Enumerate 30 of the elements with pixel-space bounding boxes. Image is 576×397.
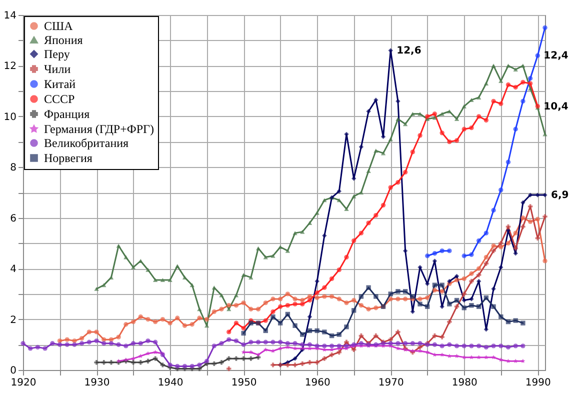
y-tick-label: 0: [10, 366, 16, 376]
x-tick-label: 1950: [231, 378, 257, 388]
x-tick-label: 1920: [10, 378, 36, 388]
annotation: 10,4: [544, 101, 568, 112]
y-tick-label: 2: [10, 314, 16, 326]
legend-label: США: [44, 19, 74, 33]
annotation: 6,9: [551, 190, 569, 202]
legend-label: Япония: [44, 33, 84, 47]
legend-label: Китай: [44, 77, 76, 91]
legend-label: Чили: [44, 62, 72, 76]
x-tick-label: 1930: [84, 378, 110, 388]
x-tick-label: 1970: [378, 378, 404, 388]
y-tick-label: 12: [4, 61, 16, 72]
y-tick-label: 8: [10, 162, 16, 174]
x-tick-label: 1990: [525, 378, 551, 388]
legend-label: Франция: [44, 107, 90, 121]
annotation: 12,4: [544, 50, 568, 62]
legend-label: Великобритания: [44, 136, 130, 150]
legend-label: Перу: [44, 47, 70, 61]
x-tick-label: 1980: [452, 378, 478, 388]
legend-label: Германия (ГДР+ФРГ): [44, 122, 154, 136]
x-tick-label: 1940: [158, 378, 184, 388]
legend-label: Норвегия: [44, 151, 93, 165]
y-tick-label: 4: [10, 264, 16, 276]
annotation: 12,6: [396, 46, 422, 56]
y-tick-label: 6: [10, 213, 16, 224]
y-tick-label: 10: [4, 112, 16, 123]
y-tick-label: 14: [4, 10, 16, 22]
x-tick-label: 1960: [304, 378, 330, 388]
legend-label: СССР: [44, 92, 76, 106]
